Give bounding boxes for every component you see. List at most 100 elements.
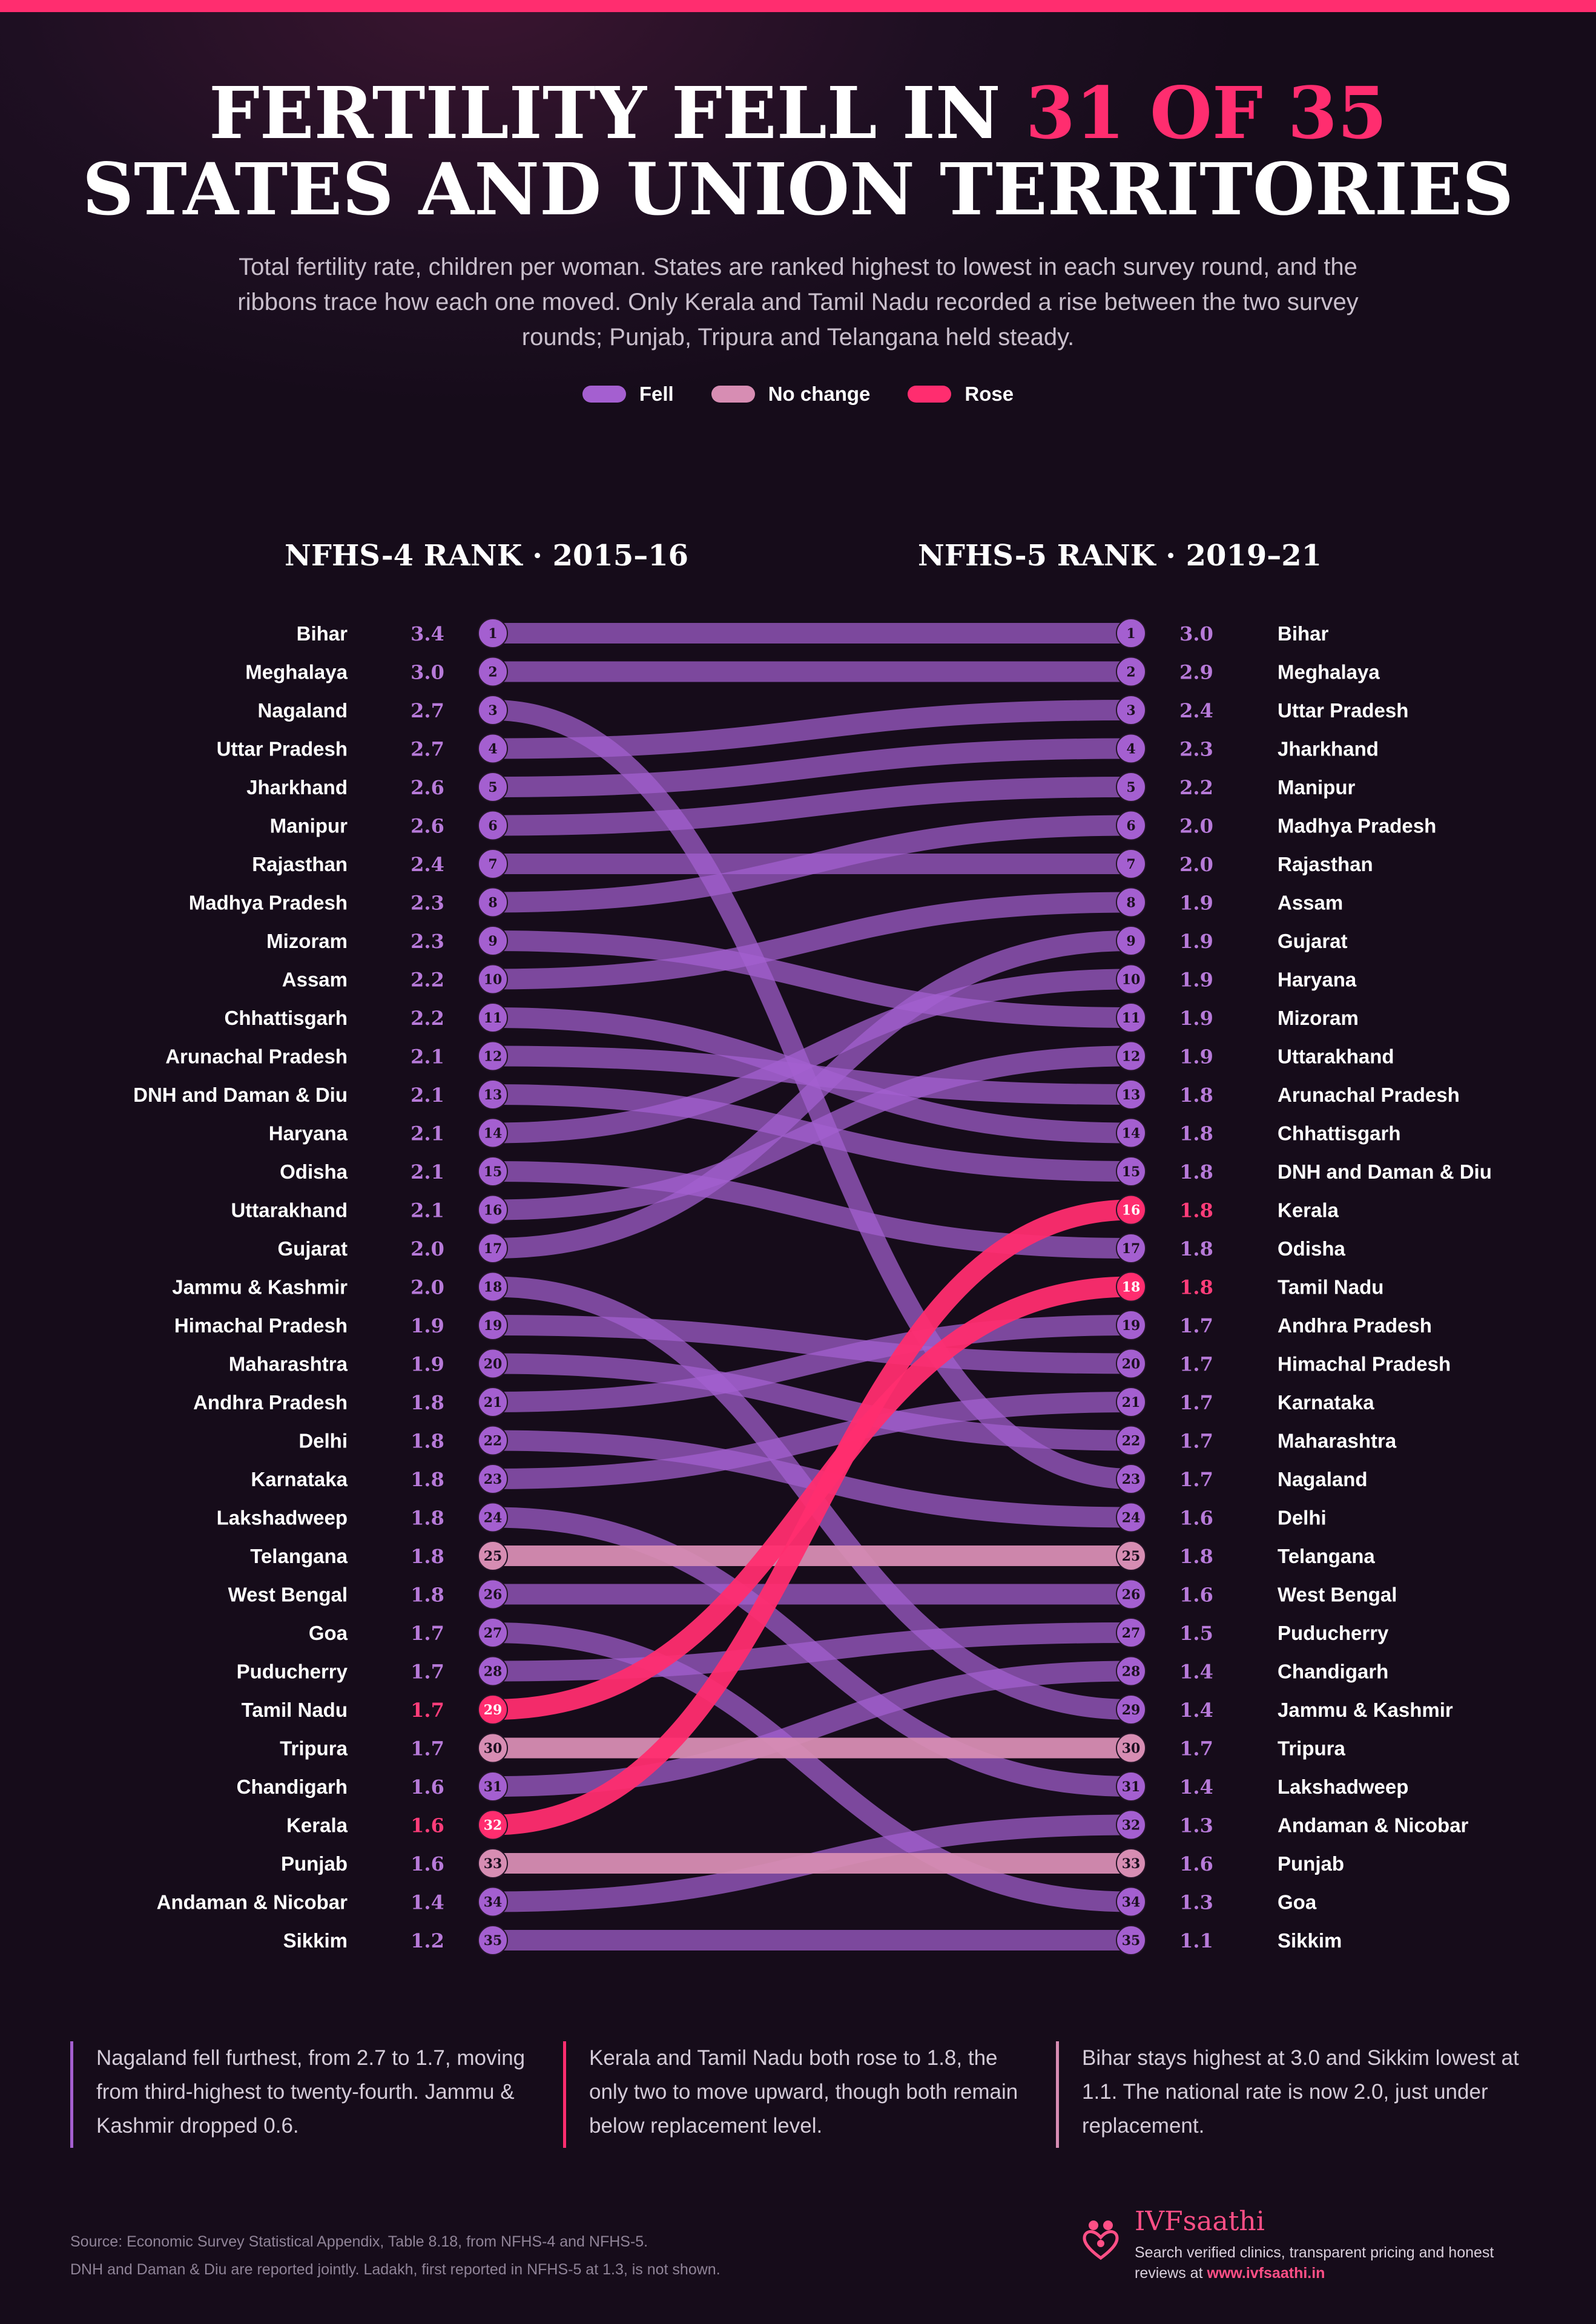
brand-url-link[interactable]: www.ivfsaathi.in bbox=[1207, 2265, 1325, 2282]
state-name-left-himachal-pradesh: Himachal Pradesh bbox=[174, 1314, 348, 1337]
tfr-right-kerala: 1.8 bbox=[1179, 1199, 1213, 1222]
rank-left-nagaland: 3 bbox=[488, 703, 497, 719]
marker-left-bihar bbox=[478, 618, 508, 648]
ribbon-andhra-pradesh bbox=[492, 1315, 1132, 1412]
tfr-left-goa: 1.7 bbox=[411, 1622, 444, 1645]
tfr-right-odisha: 1.8 bbox=[1179, 1237, 1213, 1260]
state-name-right-maharashtra: Maharashtra bbox=[1278, 1430, 1397, 1452]
marker-right-odisha bbox=[1116, 1233, 1146, 1263]
marker-right-maharashtra bbox=[1116, 1425, 1146, 1456]
rank-left-lakshadweep: 24 bbox=[484, 1510, 503, 1526]
tfr-left-west-bengal: 1.8 bbox=[411, 1584, 444, 1607]
state-name-left-chhattisgarh: Chhattisgarh bbox=[224, 1007, 348, 1029]
rank-right-telangana: 25 bbox=[1122, 1549, 1141, 1564]
tfr-right-andaman-and-nicobar: 1.3 bbox=[1179, 1814, 1213, 1837]
rank-right-punjab: 33 bbox=[1122, 1856, 1141, 1872]
tfr-left-rajasthan: 2.4 bbox=[411, 853, 444, 876]
state-name-right-uttarakhand: Uttarakhand bbox=[1278, 1045, 1394, 1068]
rank-left-maharashtra: 20 bbox=[484, 1357, 503, 1372]
state-name-left-sikkim: Sikkim bbox=[283, 1929, 348, 1952]
state-name-right-dnh-and-daman-and-diu: DNH and Daman & Diu bbox=[1278, 1160, 1492, 1183]
marker-left-tripura bbox=[478, 1733, 508, 1763]
rank-right-kerala: 16 bbox=[1122, 1203, 1141, 1219]
state-name-left-kerala: Kerala bbox=[286, 1814, 348, 1837]
state-name-left-manipur: Manipur bbox=[270, 815, 348, 837]
marker-right-karnataka bbox=[1116, 1387, 1146, 1417]
callout-bihar-sikkim: Bihar stays highest at 3.0 and Sikkim lo… bbox=[1056, 2041, 1528, 2148]
state-name-right-jharkhand: Jharkhand bbox=[1278, 738, 1379, 760]
marker-right-kerala bbox=[1116, 1194, 1146, 1225]
ribbons-layer bbox=[492, 622, 1132, 1951]
rank-right-puducherry: 27 bbox=[1122, 1625, 1141, 1641]
rank-right-arunachal-pradesh: 13 bbox=[1122, 1087, 1141, 1103]
ribbon-kerala bbox=[492, 1199, 1132, 1835]
marker-left-manipur bbox=[478, 810, 508, 841]
state-name-left-lakshadweep: Lakshadweep bbox=[217, 1507, 348, 1529]
rank-right-gujarat: 9 bbox=[1126, 933, 1135, 949]
state-name-left-jharkhand: Jharkhand bbox=[246, 776, 348, 798]
rank-right-delhi: 24 bbox=[1122, 1510, 1141, 1526]
rank-right-haryana: 10 bbox=[1122, 972, 1141, 988]
state-name-right-uttar-pradesh: Uttar Pradesh bbox=[1278, 699, 1408, 722]
state-name-right-nagaland: Nagaland bbox=[1278, 1468, 1368, 1490]
marker-right-jammu-and-kashmir bbox=[1116, 1694, 1146, 1725]
marker-left-chhattisgarh bbox=[478, 1002, 508, 1033]
ribbon-uttarakhand bbox=[492, 1045, 1132, 1220]
rank-left-andaman-and-nicobar: 34 bbox=[484, 1895, 503, 1911]
legend-swatch-rose bbox=[908, 386, 952, 403]
tfr-right-west-bengal: 1.6 bbox=[1179, 1584, 1213, 1607]
rank-right-jammu-and-kashmir: 29 bbox=[1122, 1702, 1141, 1718]
marker-left-telangana bbox=[478, 1541, 508, 1571]
legend-item-fell: Fell bbox=[582, 383, 674, 406]
page-title-line1: FERTILITY FELL IN 31 OF 35 bbox=[0, 77, 1596, 149]
legend-label-fell: Fell bbox=[639, 383, 674, 405]
rank-right-andhra-pradesh: 19 bbox=[1122, 1318, 1141, 1334]
tfr-left-punjab: 1.6 bbox=[411, 1852, 444, 1875]
marker-left-gujarat bbox=[478, 1233, 508, 1263]
tfr-right-sikkim: 1.1 bbox=[1179, 1929, 1213, 1952]
ribbon-goa bbox=[492, 1622, 1132, 1912]
legend-item-no-change: No change bbox=[711, 383, 870, 406]
marker-right-manipur bbox=[1116, 772, 1146, 802]
tfr-left-gujarat: 2.0 bbox=[411, 1237, 444, 1260]
rank-left-jharkhand: 5 bbox=[488, 780, 497, 795]
marker-right-assam bbox=[1116, 887, 1146, 918]
state-name-left-nagaland: Nagaland bbox=[257, 699, 348, 722]
marker-right-rajasthan bbox=[1116, 849, 1146, 879]
state-name-right-gujarat: Gujarat bbox=[1278, 930, 1348, 952]
state-name-right-assam: Assam bbox=[1278, 892, 1343, 914]
rank-left-sikkim: 35 bbox=[484, 1933, 503, 1949]
tfr-right-delhi: 1.6 bbox=[1179, 1507, 1213, 1530]
marker-right-west-bengal bbox=[1116, 1579, 1146, 1610]
marker-left-andhra-pradesh bbox=[478, 1387, 508, 1417]
rank-right-andaman-and-nicobar: 32 bbox=[1122, 1818, 1141, 1834]
legend-item-rose: Rose bbox=[908, 383, 1014, 406]
ribbon-haryana bbox=[492, 969, 1132, 1144]
tfr-right-meghalaya: 2.9 bbox=[1179, 661, 1213, 684]
state-name-left-meghalaya: Meghalaya bbox=[245, 661, 348, 683]
rank-right-odisha: 17 bbox=[1122, 1241, 1141, 1257]
state-name-right-mizoram: Mizoram bbox=[1278, 1007, 1359, 1029]
tfr-left-dnh-and-daman-and-diu: 2.1 bbox=[411, 1084, 444, 1107]
rank-right-chhattisgarh: 14 bbox=[1122, 1126, 1141, 1142]
marker-right-punjab bbox=[1116, 1848, 1146, 1878]
tfr-left-andaman-and-nicobar: 1.4 bbox=[411, 1891, 444, 1914]
state-name-right-tamil-nadu: Tamil Nadu bbox=[1278, 1276, 1383, 1299]
tfr-right-goa: 1.3 bbox=[1179, 1891, 1213, 1914]
tfr-right-karnataka: 1.7 bbox=[1179, 1391, 1213, 1414]
rank-right-jharkhand: 4 bbox=[1126, 742, 1135, 757]
rank-right-lakshadweep: 31 bbox=[1122, 1779, 1141, 1795]
tfr-right-madhya-pradesh: 2.0 bbox=[1179, 815, 1213, 838]
ribbon-gujarat bbox=[492, 930, 1132, 1259]
state-name-left-west-bengal: West Bengal bbox=[228, 1584, 348, 1606]
state-name-left-tripura: Tripura bbox=[280, 1737, 348, 1760]
rank-right-bihar: 1 bbox=[1126, 626, 1135, 642]
state-name-left-assam: Assam bbox=[282, 969, 348, 991]
marker-right-andaman-and-nicobar bbox=[1116, 1809, 1146, 1840]
tfr-left-andhra-pradesh: 1.8 bbox=[411, 1391, 444, 1414]
state-name-left-bihar: Bihar bbox=[297, 622, 348, 645]
top-accent-bar bbox=[0, 0, 1596, 12]
marker-left-puducherry bbox=[478, 1656, 508, 1687]
tfr-right-andhra-pradesh: 1.7 bbox=[1179, 1314, 1213, 1337]
state-name-right-puducherry: Puducherry bbox=[1278, 1622, 1389, 1644]
